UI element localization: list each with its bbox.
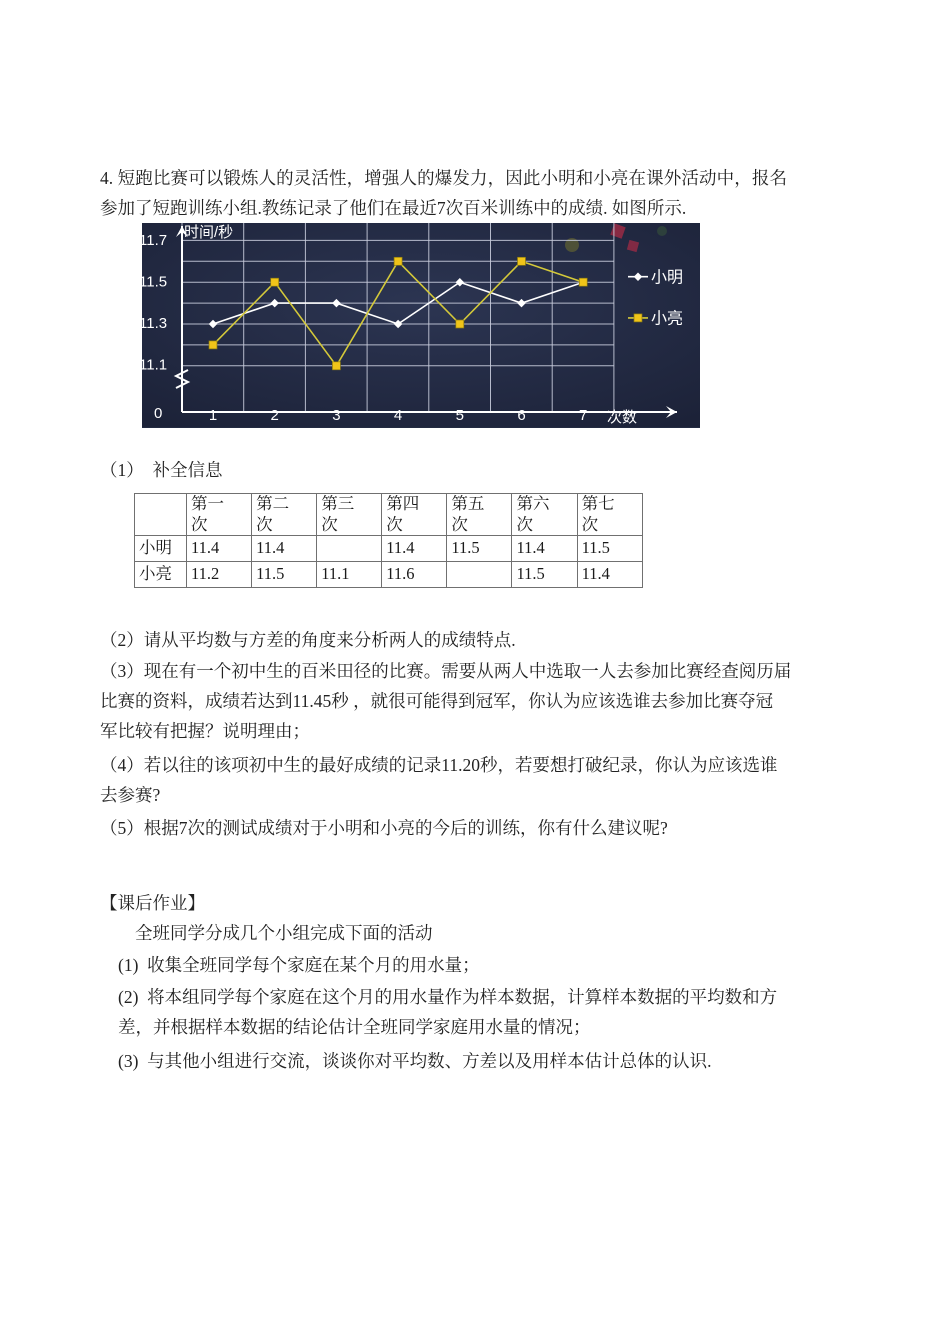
svg-text:5: 5	[456, 407, 464, 424]
svg-text:时间/秒: 时间/秒	[184, 224, 233, 241]
svg-text:小亮: 小亮	[651, 310, 683, 328]
svg-text:11.1: 11.1	[142, 357, 167, 374]
svg-text:2: 2	[271, 407, 279, 424]
svg-text:3: 3	[332, 407, 340, 424]
svg-text:次数: 次数	[607, 409, 637, 426]
svg-text:0: 0	[154, 405, 162, 422]
svg-text:11.3: 11.3	[142, 315, 167, 332]
svg-text:4: 4	[394, 407, 402, 424]
svg-text:小明: 小明	[651, 269, 683, 287]
svg-text:1: 1	[209, 407, 217, 424]
svg-text:6: 6	[517, 407, 525, 424]
svg-text:11.5: 11.5	[142, 274, 167, 291]
svg-text:11.7: 11.7	[142, 232, 167, 249]
svg-text:7: 7	[579, 407, 587, 424]
